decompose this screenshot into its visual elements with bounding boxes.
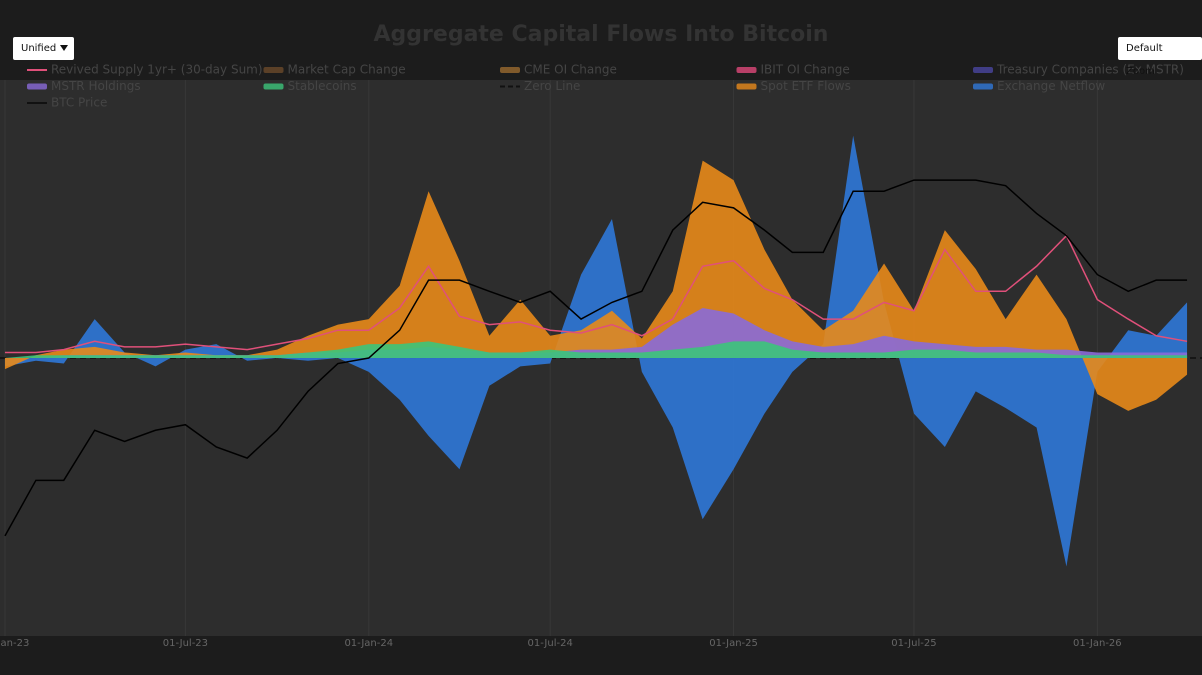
x-tick-label: 01-Jan-25 [709,638,758,649]
legend-swatch [736,67,757,73]
legend-swatch [263,67,284,73]
legend-label: IBIT OI Change [761,63,850,77]
legend-label: Revived Supply 1yr+ (30-day Sum) [51,63,263,77]
x-tick-label: 01-Jan-23 [0,638,29,649]
legend-label: BTC Price [51,96,107,110]
x-tick-label: 01-Jul-24 [528,638,573,649]
mode-dropdown[interactable]: Unified [13,37,74,60]
legend-swatch [973,83,993,90]
legend-label: MSTR Holdings [51,79,141,93]
area [4,341,1188,358]
line [4,179,1188,537]
x-tick-label: 01-Jan-24 [344,638,393,649]
x-tick-label: 01-Jul-25 [891,638,936,649]
legend-swatch [500,67,520,73]
zoom-button[interactable]: Default Zoom [1118,37,1202,77]
legend-label: Zero Line [524,79,580,93]
legend-swatch [736,83,757,90]
legend-swatch [973,67,993,73]
legend-label: Stablecoins [288,79,357,93]
legend-label: CME OI Change [524,63,617,77]
legend-label: Treasury Companies (Ex MSTR) [996,63,1184,77]
chart-title: Aggregate Capital Flows Into Bitcoin [374,22,829,47]
x-tick-label: 01-Jan-26 [1073,638,1122,649]
legend-label: Spot ETF Flows [761,79,851,93]
line [4,234,1188,354]
legend-label: Market Cap Change [288,63,406,77]
legend-swatch [27,83,47,90]
x-tick-label: 01-Jul-23 [163,638,208,649]
legend-label: Exchange Netflow [997,79,1105,93]
area [4,307,1188,358]
legend-swatch [263,83,284,90]
